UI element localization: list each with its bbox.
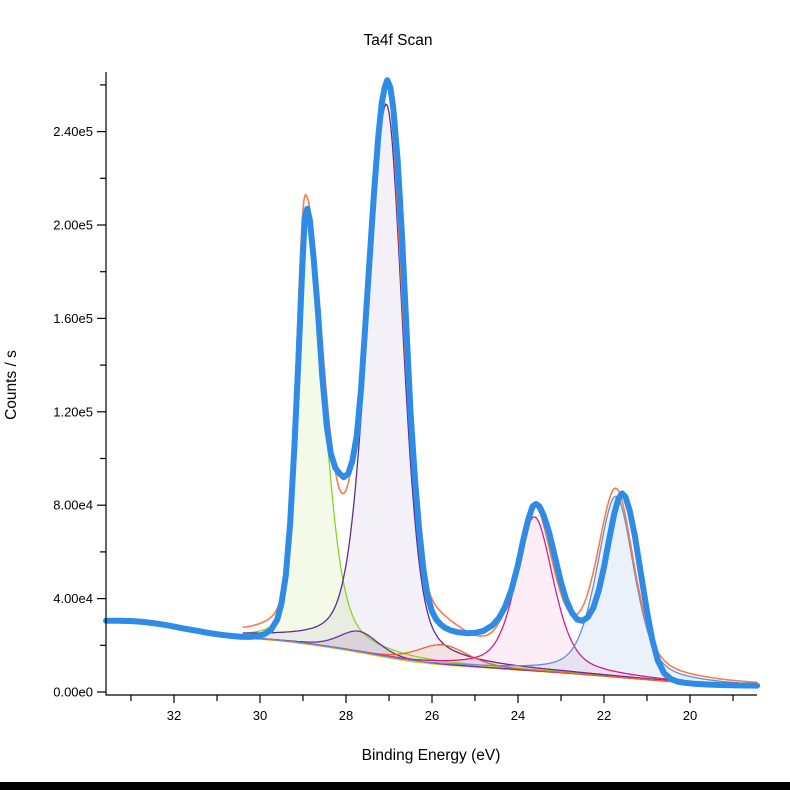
- x-tick-label: 20: [683, 708, 697, 723]
- x-tick-label: 30: [253, 708, 267, 723]
- y-tick-label: 4.00e4: [53, 591, 93, 606]
- y-tick-label: 1.20e5: [53, 404, 93, 419]
- component-3-fill: [242, 631, 758, 686]
- component-1-fill: [242, 211, 758, 686]
- y-axis-ticks: 0.00e0 4.00e4 8.00e4 1.20e5 1.60e5 2.00e5 2.40…: [53, 84, 106, 700]
- x-tick-label: 28: [339, 708, 353, 723]
- y-axis-title: Counts / s: [3, 350, 20, 420]
- component-6-line: [242, 495, 758, 685]
- bottom-bar: [0, 782, 790, 790]
- x-axis-title: Binding Energy (eV): [362, 747, 501, 764]
- measured-data-line: [103, 77, 761, 689]
- component-2-fill: [242, 104, 758, 686]
- x-tick-label: 24: [511, 708, 525, 723]
- x-tick-label: 26: [425, 708, 439, 723]
- plot-area: 32 30 28 26 24 22 20 0.00e0 4.00e4 8.00e4 1.20e5 1.…: [53, 72, 761, 723]
- y-tick-label: 8.00e4: [53, 498, 93, 513]
- x-tick-label: 22: [597, 708, 611, 723]
- chart-title: Ta4f Scan: [364, 32, 433, 49]
- component-fills: [242, 104, 758, 686]
- component-5-fill: [242, 516, 758, 686]
- x-axis-ticks: 32 30 28 26 24 22 20: [130, 695, 734, 723]
- y-tick-label: 0.00e0: [53, 685, 93, 700]
- axes: [105, 72, 757, 696]
- y-tick-label: 1.60e5: [53, 311, 93, 326]
- y-tick-label: 2.40e5: [53, 124, 93, 139]
- y-tick-label: 2.00e5: [53, 218, 93, 233]
- component-6-fill: [242, 496, 758, 686]
- x-tick-label: 32: [167, 708, 181, 723]
